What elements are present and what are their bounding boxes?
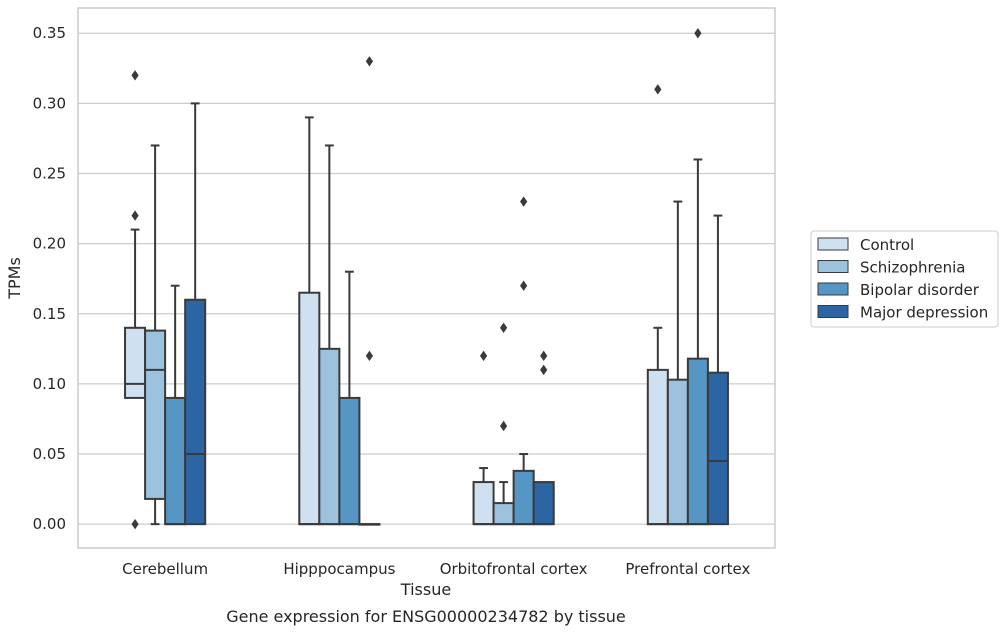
box-body: [666, 378, 689, 526]
box-schizophrenia-orbitofrontal-cortex: [492, 322, 515, 526]
box-control-prefrontal-cortex: [646, 84, 669, 526]
legend-label: Schizophrenia: [860, 259, 965, 277]
outlier-point: [131, 210, 139, 221]
box-body: [164, 396, 187, 526]
y-tick-label: 0.15: [33, 305, 66, 323]
y-tick-label: 0.30: [33, 94, 66, 112]
x-axis-label: Tissue: [400, 580, 451, 599]
legend-item-bipolar-disorder: Bipolar disorder: [817, 281, 980, 299]
plot-frame: [77, 7, 776, 549]
legend-label: Major depression: [860, 304, 988, 322]
outlier-point: [540, 364, 548, 376]
box-schizophrenia-cerebellum: [144, 144, 167, 526]
box-body: [318, 347, 341, 526]
y-tick-label: 0.00: [33, 515, 66, 533]
outlier-point: [540, 350, 548, 362]
outlier-point: [520, 280, 528, 291]
box-major-depression-cerebellum: [184, 102, 207, 526]
box-body: [472, 481, 495, 526]
box-body: [532, 481, 555, 526]
legend-swatch: [817, 305, 849, 318]
box-body: [512, 469, 535, 526]
legend-item-major-depression: Major depression: [817, 304, 988, 322]
x-tick-label: Orbitofrontal cortex: [440, 560, 588, 578]
box-body: [144, 329, 167, 500]
outlier-point: [520, 196, 528, 207]
y-axis-label: TPMs: [5, 257, 24, 300]
box-body: [706, 371, 729, 526]
legend-label: Control: [860, 236, 914, 254]
outlier-point: [479, 350, 488, 362]
outlier-point: [654, 84, 662, 95]
legend-swatch: [817, 260, 849, 273]
series-schizophrenia: [144, 144, 689, 526]
series-major-depression: [184, 56, 729, 526]
box-bipolar-disorder-prefrontal-cortex: [686, 28, 709, 526]
box-body: [338, 396, 361, 526]
box-schizophrenia-prefrontal-cortex: [666, 200, 689, 526]
outlier-point: [500, 322, 508, 333]
box-body: [184, 298, 207, 526]
y-tick-label: 0.20: [33, 235, 66, 253]
x-tick-label: Cerebellum: [122, 560, 208, 578]
outlier-point: [500, 420, 508, 432]
box-control-orbitofrontal-cortex: [472, 350, 495, 526]
x-tick-label: Prefrontal cortex: [625, 560, 750, 578]
legend-item-control: Control: [817, 236, 914, 254]
series-control: [124, 70, 669, 530]
figure-caption: Gene expression for ENSG00000234782 by t…: [226, 607, 626, 626]
box-body: [686, 357, 709, 526]
outlier-point: [365, 350, 374, 362]
legend-label: Bipolar disorder: [860, 281, 980, 299]
box-body: [492, 502, 515, 526]
box-series: [124, 28, 729, 530]
box-body: [298, 291, 321, 526]
box-major-depression-prefrontal-cortex: [706, 214, 729, 526]
legend: Control Schizophrenia Bipolar disorder Majo…: [810, 230, 999, 328]
outlier-point: [131, 518, 139, 530]
box-control-hipppocampus: [298, 116, 321, 526]
x-tick-label: Hipppocampus: [283, 560, 395, 578]
legend-swatch: [817, 282, 849, 296]
y-tick-labels: 0.00 0.05 0.10 0.15 0.20 0.25 0.30 0.35: [33, 24, 66, 533]
box-bipolar-disorder-orbitofrontal-cortex: [512, 196, 535, 526]
outlier-point: [694, 28, 702, 39]
box-control-cerebellum: [124, 70, 147, 530]
y-tick-label: 0.25: [33, 165, 66, 183]
box-schizophrenia-hipppocampus: [318, 144, 341, 526]
box-bipolar-disorder-cerebellum: [164, 284, 187, 526]
y-tick-label: 0.05: [33, 445, 66, 463]
outlier-point: [365, 56, 374, 67]
box-major-depression-orbitofrontal-cortex: [532, 350, 555, 526]
legend-item-schizophrenia: Schizophrenia: [817, 259, 965, 277]
x-tick-labels: Cerebellum Hipppocampus Orbitofrontal cort…: [122, 560, 750, 578]
y-tick-label: 0.10: [33, 375, 66, 393]
box-body: [646, 368, 669, 526]
legend-frame: [810, 230, 999, 328]
box-major-depression-hipppocampus: [358, 56, 381, 526]
outlier-point: [131, 70, 139, 81]
legend-swatch: [817, 237, 849, 251]
series-bipolar-disorder: [164, 28, 709, 526]
box-bipolar-disorder-hipppocampus: [338, 270, 361, 526]
y-tick-label: 0.35: [33, 24, 66, 42]
box-body: [124, 326, 147, 399]
